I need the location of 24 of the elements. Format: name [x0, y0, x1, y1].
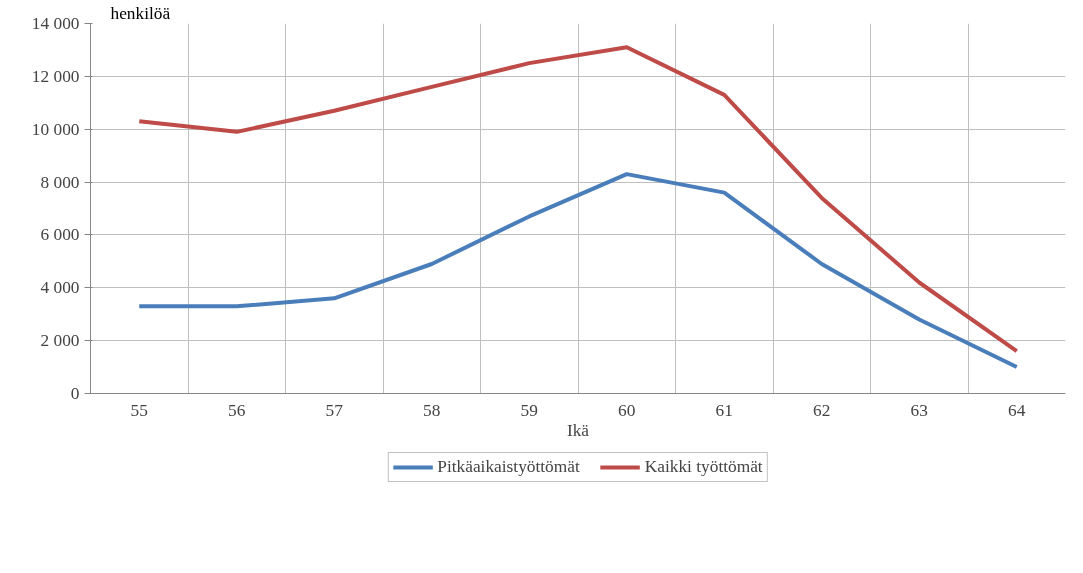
x-axis-title: Ikä — [566, 420, 590, 440]
y-tick-label: 12 000 — [31, 66, 80, 86]
y-tick-label: 0 — [70, 384, 80, 403]
y-tick-label: 6 000 — [40, 225, 80, 245]
y-tick-label: 4 000 — [40, 278, 80, 298]
x-tick-label: 58 — [423, 400, 441, 420]
legend-label: Pitkäaikaistyöttömät — [437, 457, 580, 477]
x-tick-label: 61 — [715, 400, 733, 420]
x-tick-label: 63 — [910, 400, 928, 420]
x-tick-label: 64 — [1008, 400, 1026, 420]
x-tick-label: 60 — [618, 400, 636, 420]
y-tick-label: 10 000 — [31, 119, 80, 139]
x-tick-label: 59 — [520, 400, 538, 420]
x-tick-label: 56 — [228, 400, 246, 420]
x-tick-label: 62 — [813, 400, 831, 420]
y-tick-label: 2 000 — [40, 331, 80, 351]
line-series — [137, 45, 1019, 354]
y-tick-label: 8 000 — [40, 172, 80, 192]
x-tick-label: 55 — [130, 400, 148, 420]
y-tick-label: 14 000 — [31, 14, 80, 33]
line-series — [137, 172, 1019, 370]
x-tick-label: 57 — [325, 400, 344, 420]
legend-label: Kaikki työttömät — [644, 457, 763, 477]
y-axis-title: henkilöä — [110, 3, 171, 23]
